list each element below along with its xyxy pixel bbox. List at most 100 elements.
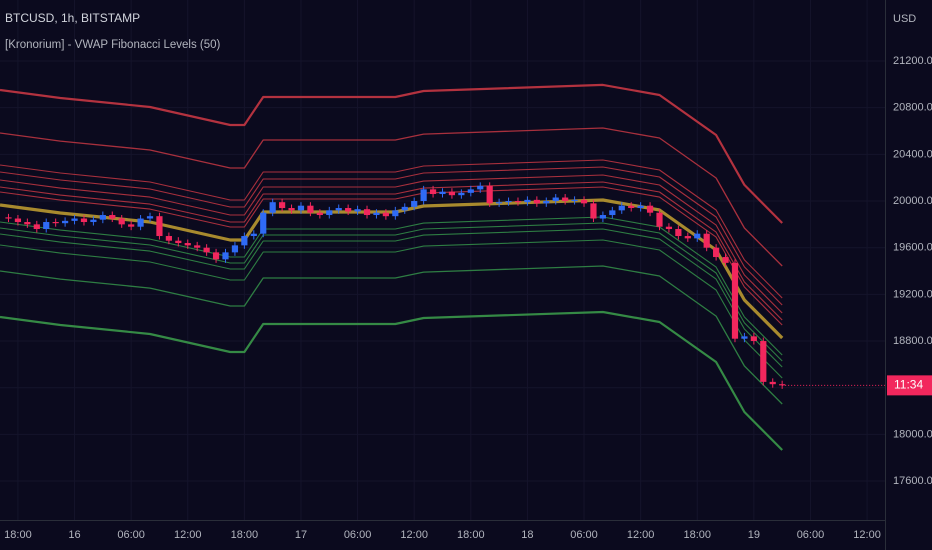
candle-body [760,341,767,382]
candle-body [43,222,50,230]
candle-body [156,216,163,237]
candle-body [458,192,465,196]
fib-level-line [0,222,783,362]
candle-body [401,206,408,211]
candle-body [354,209,361,212]
axes: 17600.0018000.0018400.0018800.0019200.00… [4,55,932,541]
candle-body [580,199,588,204]
candle-body [335,208,342,211]
candle-body [448,191,456,196]
x-tick-label: 17 [295,529,307,541]
candle-body [14,218,22,223]
candle-body [184,243,191,246]
fib-level-line [0,239,783,379]
x-tick-label: 18:00 [231,529,259,541]
x-tick-label: 12:00 [853,529,881,541]
candle-body [269,202,276,213]
candle-body [62,220,69,224]
candle-body [203,247,210,253]
candle-body [779,384,786,386]
candle-body [703,233,710,248]
candle-body [467,189,474,193]
candle-body [496,202,503,204]
candle-body [392,210,399,217]
candle-body [769,381,776,385]
x-tick-label: 16 [68,529,80,541]
candle-body [628,205,635,209]
candle-body [307,205,314,213]
candle-body [637,205,644,209]
candle-body [533,199,540,204]
x-tick-label: 06:00 [344,529,372,541]
fib-level-line [0,181,783,321]
candle-body [71,218,78,221]
x-tick-label: 12:00 [400,529,428,541]
candle-body [684,236,691,239]
candle-body [524,199,531,203]
x-tick-label: 06:00 [570,529,598,541]
y-tick-label: 18800.00 [893,335,932,347]
fib-level-line [0,166,783,306]
y-tick-label: 19200.00 [893,288,932,300]
candle-body [212,252,220,260]
price-unit: USD [893,13,916,25]
candle-body [477,185,484,190]
candle-body [486,185,493,204]
candle-body [118,218,125,225]
candle-body [713,247,720,258]
candle-body [33,224,40,230]
fib-level-line [0,186,783,326]
x-tick-label: 19 [748,529,760,541]
candle-body [52,222,59,224]
candle-body [750,336,757,342]
candle-body [297,205,305,211]
candle-body [175,240,182,244]
candle-body [741,336,748,339]
y-tick-label: 17600.00 [893,475,932,487]
candle-body [109,215,116,219]
y-tick-label: 20800.00 [893,102,932,114]
candle-body [231,245,239,253]
candle-body [222,252,229,260]
candle-body [543,201,550,204]
candle-body [128,224,135,227]
candle-body [505,201,512,203]
candle-body [165,236,172,241]
candle-body [609,210,616,216]
candle-body [316,212,323,216]
x-tick-label: 12:00 [627,529,655,541]
candle-body [665,226,673,230]
x-tick-label: 06:00 [117,529,145,541]
fib-level-line [0,174,783,314]
candle-body [618,205,625,211]
candle-body [552,197,559,202]
candle-body [241,236,248,246]
x-tick-label: 12:00 [174,529,202,541]
candle-body [373,212,380,216]
candle-body [562,197,569,202]
fib-level-line [0,265,783,405]
candle-body [694,233,701,239]
candle-body [731,262,739,339]
candle-body [345,208,352,212]
candle-body [411,201,418,207]
candle-body [194,245,201,248]
y-tick-label: 20400.00 [893,148,932,160]
y-tick-label: 18000.00 [893,428,932,440]
candle-body [722,257,729,263]
candle-body [571,199,578,202]
candle-body [439,191,446,195]
x-tick-label: 18 [521,529,533,541]
chart-title: BTCUSD, 1h, BITSTAMP [5,11,140,25]
candles [5,182,786,389]
candle-body [146,216,154,219]
x-tick-label: 18:00 [4,529,32,541]
fib-level-line [0,228,783,368]
fib-level-line [0,127,783,267]
candle-body [363,209,371,216]
fib-level-line [0,83,783,224]
candle-body [24,222,31,225]
candle-body [656,212,663,227]
